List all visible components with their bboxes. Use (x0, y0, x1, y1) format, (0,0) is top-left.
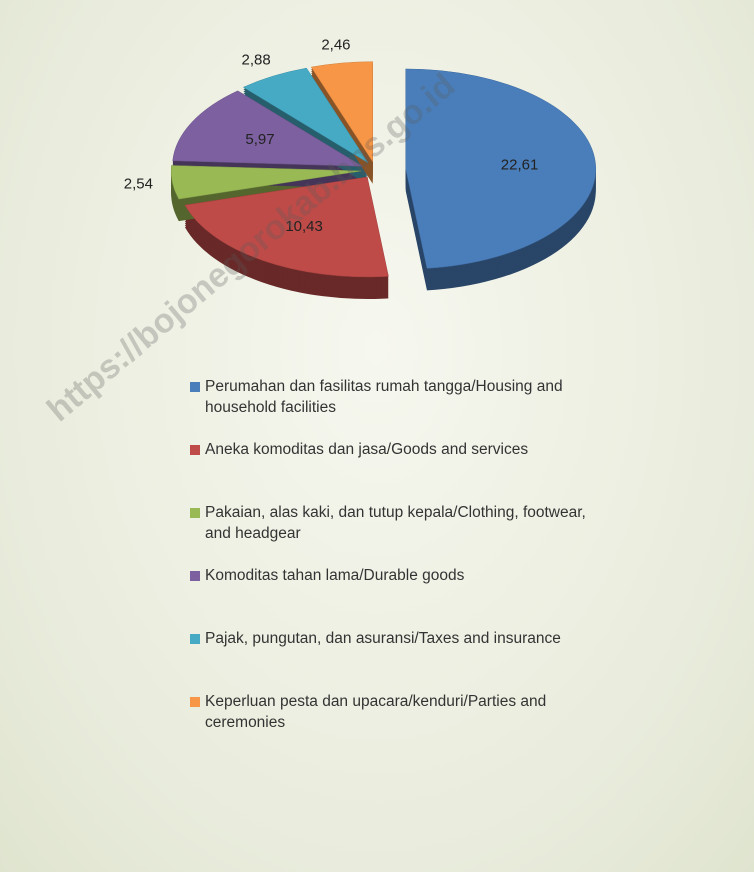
legend-label: Komoditas tahan lama/Durable goods (205, 567, 465, 584)
data-label: 2,46 (321, 36, 350, 53)
legend-swatch (190, 634, 200, 644)
legend-item: Pajak, pungutan, dan asuransi/Taxes and … (190, 628, 590, 691)
legend-item: Aneka komoditas dan jasa/Goods and servi… (190, 439, 590, 502)
legend-swatch (190, 508, 200, 518)
slice (405, 68, 596, 269)
slice (184, 176, 389, 278)
data-label: 5,97 (245, 131, 274, 148)
slice (172, 90, 364, 167)
legend-item: Keperluan pesta dan upacara/kenduri/Part… (190, 691, 590, 754)
legend-swatch (190, 697, 200, 707)
legend-label: Aneka komoditas dan jasa/Goods and servi… (205, 441, 529, 458)
data-label: 2,54 (124, 175, 153, 192)
slice (310, 61, 373, 163)
slice (242, 67, 369, 163)
data-label: 10,43 (285, 218, 323, 235)
legend: Perumahan dan fasilitas rumah tangga/Hou… (190, 376, 590, 754)
slice (170, 165, 362, 200)
legend-swatch (190, 445, 200, 455)
legend-label: Pajak, pungutan, dan asuransi/Taxes and … (205, 630, 561, 647)
data-label: 2,88 (242, 51, 271, 68)
legend-label: Keperluan pesta dan upacara/kenduri/Part… (205, 693, 547, 731)
legend-item: Komoditas tahan lama/Durable goods (190, 565, 590, 628)
legend-item: Perumahan dan fasilitas rumah tangga/Hou… (190, 376, 590, 439)
legend-swatch (190, 382, 200, 392)
legend-item: Pakaian, alas kaki, dan tutup kepala/Clo… (190, 502, 590, 565)
legend-label: Perumahan dan fasilitas rumah tangga/Hou… (205, 378, 563, 416)
legend-swatch (190, 571, 200, 581)
data-label: 22,61 (501, 157, 539, 174)
legend-label: Pakaian, alas kaki, dan tutup kepala/Clo… (205, 504, 586, 542)
